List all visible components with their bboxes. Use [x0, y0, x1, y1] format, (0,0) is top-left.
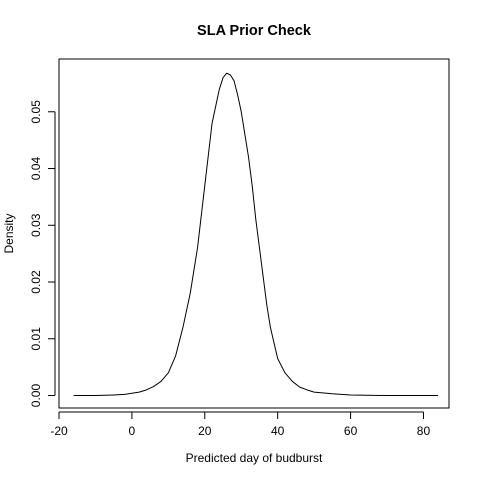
y-tick-label: 0.02	[29, 270, 43, 294]
x-axis: -20 0 20 40 60 80	[50, 411, 431, 438]
y-axis-label: Density	[2, 213, 16, 253]
y-tick-label: 0.00	[29, 384, 43, 408]
x-tick-label: -20	[50, 424, 68, 438]
x-axis-label: Predicted day of budburst	[186, 451, 323, 465]
x-tick-label: 0	[129, 424, 136, 438]
series-layer	[73, 72, 439, 397]
x-tick-label: 80	[417, 424, 431, 438]
plot-frame	[58, 58, 450, 409]
x-tick-label: 20	[198, 424, 212, 438]
y-axis: 0.00 0.01 0.02 0.03 0.04 0.05	[29, 100, 56, 408]
y-tick-label: 0.04	[29, 157, 43, 181]
density-line	[73, 72, 439, 397]
y-tick-label: 0.01	[29, 327, 43, 351]
x-tick-label: 60	[344, 424, 358, 438]
x-tick-label: 40	[271, 424, 285, 438]
y-tick-label: 0.05	[29, 100, 43, 124]
y-tick-label: 0.03	[29, 213, 43, 237]
chart-title: SLA Prior Check	[197, 23, 312, 39]
